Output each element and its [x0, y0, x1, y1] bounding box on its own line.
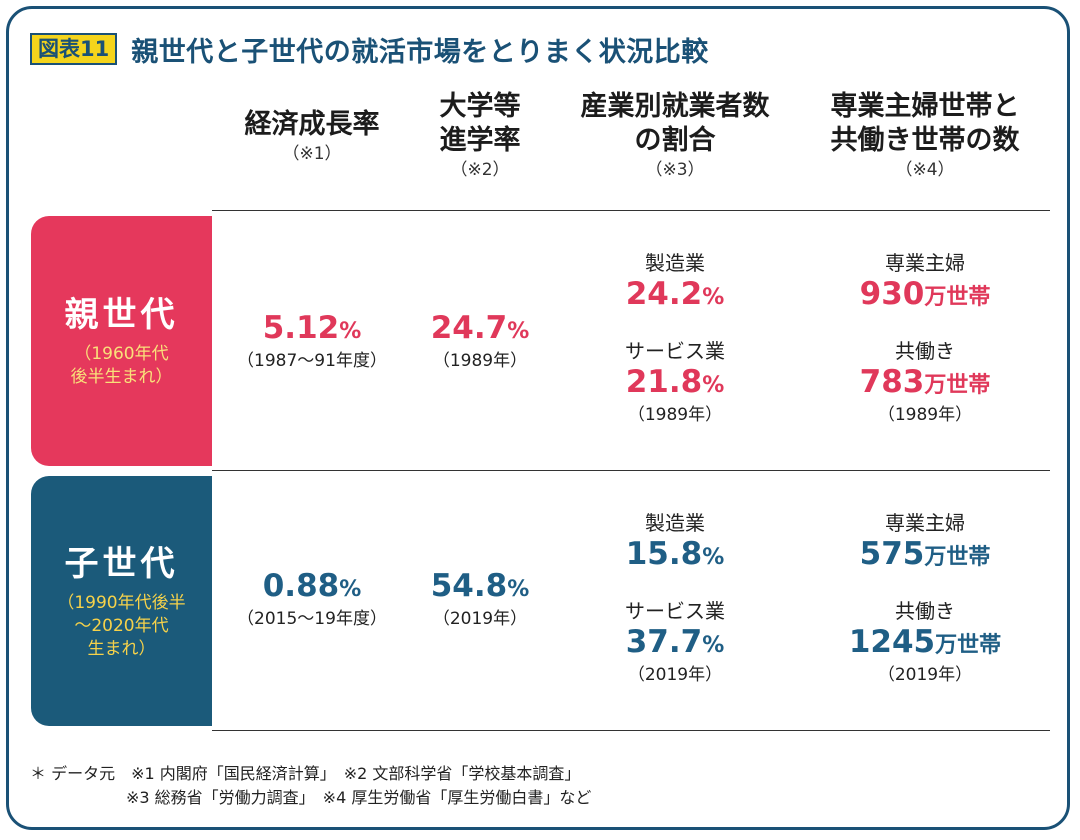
- value-unit: %: [702, 285, 725, 310]
- industry-value: 15.8%: [560, 536, 790, 576]
- households-value: 575万世帯: [800, 536, 1050, 576]
- row-label-subtitle-line: （1990年代後半: [57, 592, 186, 613]
- parent-industry-cell: 製造業 24.2% サービス業 21.8% （1989年）: [560, 250, 790, 426]
- value-number: 24.2: [625, 276, 703, 312]
- value-unit: %: [339, 319, 362, 344]
- value-number: 21.8: [625, 364, 703, 400]
- college-value: 24.7%: [405, 310, 555, 350]
- growth-value: 0.88%: [222, 568, 402, 608]
- value-note: （1989年）: [877, 405, 973, 425]
- value-note: （1987～91年度）: [237, 351, 387, 371]
- value-note: （2019年）: [432, 609, 528, 629]
- column-header-text: の割合: [634, 125, 716, 156]
- footnote-line: ※3 総務省「労働力調査」 ※4 厚生労働省「厚生労働白書」など: [30, 788, 592, 807]
- industry-label: 製造業: [645, 251, 705, 275]
- row-label-subtitle-line: 後半生まれ）: [70, 367, 173, 387]
- parent-growth-cell: 5.12% （1987～91年度）: [222, 310, 402, 372]
- growth-value: 5.12%: [222, 310, 402, 350]
- row-label-subtitle-line: （1960年代: [74, 344, 169, 364]
- column-header-note: （※3）: [645, 160, 705, 180]
- column-header-text: 経済成長率: [244, 109, 380, 140]
- value-number: 15.8: [625, 536, 703, 572]
- value-number: 5.12: [262, 310, 340, 346]
- column-header-industry: 産業別就業者数 の割合 （※3）: [560, 90, 790, 182]
- row-label-parent: 親世代 （1960年代 後半生まれ）: [31, 216, 212, 466]
- industry-label: サービス業: [625, 599, 725, 623]
- row-label-subtitle-line: 生まれ）: [87, 638, 156, 659]
- figure-label: 図表11: [30, 33, 118, 65]
- industry-value: 37.7%: [560, 624, 790, 664]
- college-value: 54.8%: [405, 568, 555, 608]
- divider: [212, 730, 1050, 731]
- title-row: 図表11 親世代と子世代の就活市場をとりまく状況比較: [30, 32, 709, 68]
- value-unit: 万世帯: [935, 633, 1002, 658]
- value-number: 575: [859, 536, 925, 572]
- column-header-note: （※4）: [895, 160, 955, 180]
- value-unit: %: [507, 319, 530, 344]
- footnote-line: ＊ データ元 ※1 内閣府「国民経済計算」 ※2 文部科学省「学校基本調査」: [30, 764, 581, 783]
- value-note: （1989年）: [627, 405, 723, 425]
- column-header-households: 専業主婦世帯と 共働き世帯の数 （※4）: [800, 90, 1050, 182]
- value-unit: 万世帯: [924, 285, 991, 310]
- child-college-cell: 54.8% （2019年）: [405, 568, 555, 630]
- column-header-growth: 経済成長率 （※1）: [222, 108, 402, 166]
- column-header-text: 専業主婦世帯と: [830, 91, 1020, 122]
- parent-households-cell: 専業主婦 930万世帯 共働き 783万世帯 （1989年）: [800, 250, 1050, 426]
- industry-value: 24.2%: [560, 276, 790, 316]
- child-growth-cell: 0.88% （2015～19年度）: [222, 568, 402, 630]
- column-header-college: 大学等 進学率 （※2）: [405, 90, 555, 182]
- divider: [212, 470, 1050, 471]
- value-number: 37.7: [625, 624, 703, 660]
- column-header-text: 共働き世帯の数: [830, 125, 1020, 156]
- row-label-subtitle: （1990年代後半 ～2020年代 生まれ）: [31, 592, 212, 661]
- row-label-subtitle-line: ～2020年代: [74, 615, 169, 636]
- row-label-subtitle: （1960年代 後半生まれ）: [31, 343, 212, 389]
- source-footnote: ＊ データ元 ※1 内閣府「国民経済計算」 ※2 文部科学省「学校基本調査」 ※…: [30, 762, 591, 810]
- value-note: （2019年）: [627, 665, 723, 685]
- value-number: 24.7: [430, 310, 508, 346]
- column-header-note: （※1）: [282, 144, 342, 164]
- column-header-text: 進学率: [439, 125, 521, 156]
- industry-value: 21.8%: [560, 364, 790, 404]
- households-label: 専業主婦: [885, 511, 965, 535]
- value-unit: %: [507, 577, 530, 602]
- row-label-child: 子世代 （1990年代後半 ～2020年代 生まれ）: [31, 476, 212, 726]
- value-note: （2019年）: [877, 665, 973, 685]
- industry-label: 製造業: [645, 511, 705, 535]
- value-note: （2015～19年度）: [237, 609, 387, 629]
- figure-title: 親世代と子世代の就活市場をとりまく状況比較: [131, 36, 709, 68]
- households-value: 783万世帯: [800, 364, 1050, 404]
- value-note: （1989年）: [432, 351, 528, 371]
- value-unit: 万世帯: [924, 373, 991, 398]
- value-number: 54.8: [430, 568, 508, 604]
- households-label: 専業主婦: [885, 251, 965, 275]
- child-households-cell: 専業主婦 575万世帯 共働き 1245万世帯 （2019年）: [800, 510, 1050, 686]
- households-value: 1245万世帯: [800, 624, 1050, 664]
- row-label-title: 親世代: [64, 295, 179, 335]
- column-header-text: 大学等: [439, 91, 521, 122]
- households-value: 930万世帯: [800, 276, 1050, 316]
- row-label-title: 子世代: [64, 543, 179, 584]
- value-unit: %: [702, 373, 725, 398]
- child-industry-cell: 製造業 15.8% サービス業 37.7% （2019年）: [560, 510, 790, 686]
- value-unit: %: [702, 633, 725, 658]
- industry-label: サービス業: [625, 339, 725, 363]
- value-unit: %: [339, 577, 362, 602]
- column-header-note: （※2）: [450, 160, 510, 180]
- value-unit: %: [702, 545, 725, 570]
- parent-college-cell: 24.7% （1989年）: [405, 310, 555, 372]
- value-number: 930: [859, 276, 925, 312]
- divider: [212, 210, 1050, 211]
- value-number: 1245: [848, 624, 936, 660]
- value-number: 783: [859, 364, 925, 400]
- households-label: 共働き: [895, 339, 955, 363]
- column-header-text: 産業別就業者数: [580, 91, 770, 122]
- households-label: 共働き: [895, 599, 955, 623]
- value-number: 0.88: [262, 568, 340, 604]
- value-unit: 万世帯: [924, 545, 991, 570]
